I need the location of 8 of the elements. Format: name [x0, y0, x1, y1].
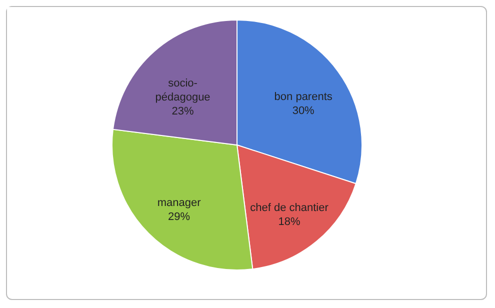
- data-label: 23%: [172, 105, 194, 118]
- data-label: 18%: [278, 216, 300, 228]
- data-label: 29%: [168, 210, 190, 223]
- slice-label: bon parents: [274, 90, 333, 103]
- slice-label: chef de chantier: [250, 202, 329, 214]
- slice-label: manager: [157, 196, 202, 209]
- slice-label: socio-pédagogue: [155, 77, 210, 104]
- data-label: 30%: [292, 104, 315, 117]
